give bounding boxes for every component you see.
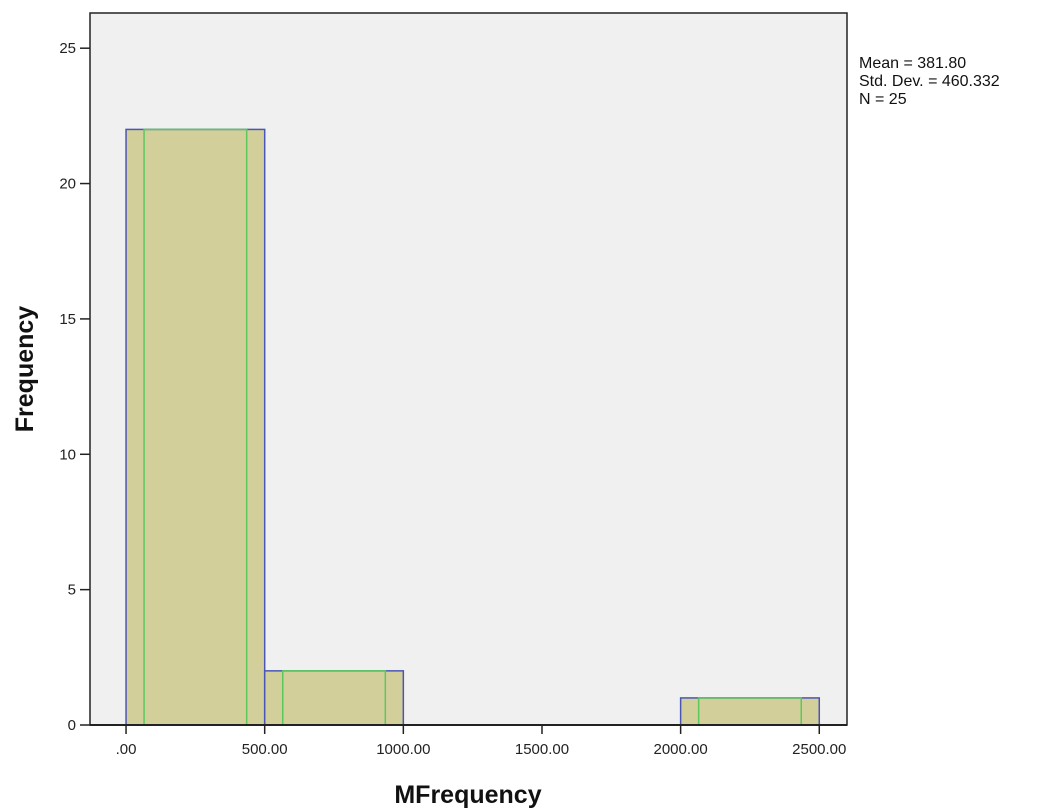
y-axis-title: Frequency <box>11 306 39 433</box>
x-tick-label-1: 500.00 <box>242 741 288 758</box>
x-axis-title: MFrequency <box>394 781 541 808</box>
y-tick-label-1: 5 <box>68 582 76 599</box>
histogram-bar-4 <box>679 697 821 726</box>
x-axis-ticks: .00 500.00 1000.00 1500.00 2000.00 2500.00 <box>90 724 847 758</box>
stats-std-dev: Std. Dev. = 460.332 <box>859 73 1000 90</box>
x-tick-label-2: 1000.00 <box>376 741 430 758</box>
stats-n: N = 25 <box>859 91 907 108</box>
x-tick-label-0: .00 <box>116 741 137 758</box>
y-tick-label-3: 15 <box>59 311 76 328</box>
y-axis-ticks: 0 5 10 15 20 25 <box>59 40 90 734</box>
y-tick-label-5: 25 <box>59 40 76 57</box>
x-tick-label-3: 1500.00 <box>515 741 569 758</box>
stats-mean: Mean = 381.80 <box>859 55 966 72</box>
y-tick-label-4: 20 <box>59 176 76 193</box>
y-tick-label-2: 10 <box>59 446 76 463</box>
histogram-bar-1 <box>263 670 405 726</box>
y-tick-label-0: 0 <box>68 717 76 734</box>
stats-box: Mean = 381.80 Std. Dev. = 460.332 N = 25 <box>859 55 1000 108</box>
histogram-bar-0 <box>125 128 266 726</box>
bars-layer <box>125 128 821 726</box>
x-tick-label-5: 2500.00 <box>792 741 846 758</box>
x-tick-label-4: 2000.00 <box>654 741 708 758</box>
